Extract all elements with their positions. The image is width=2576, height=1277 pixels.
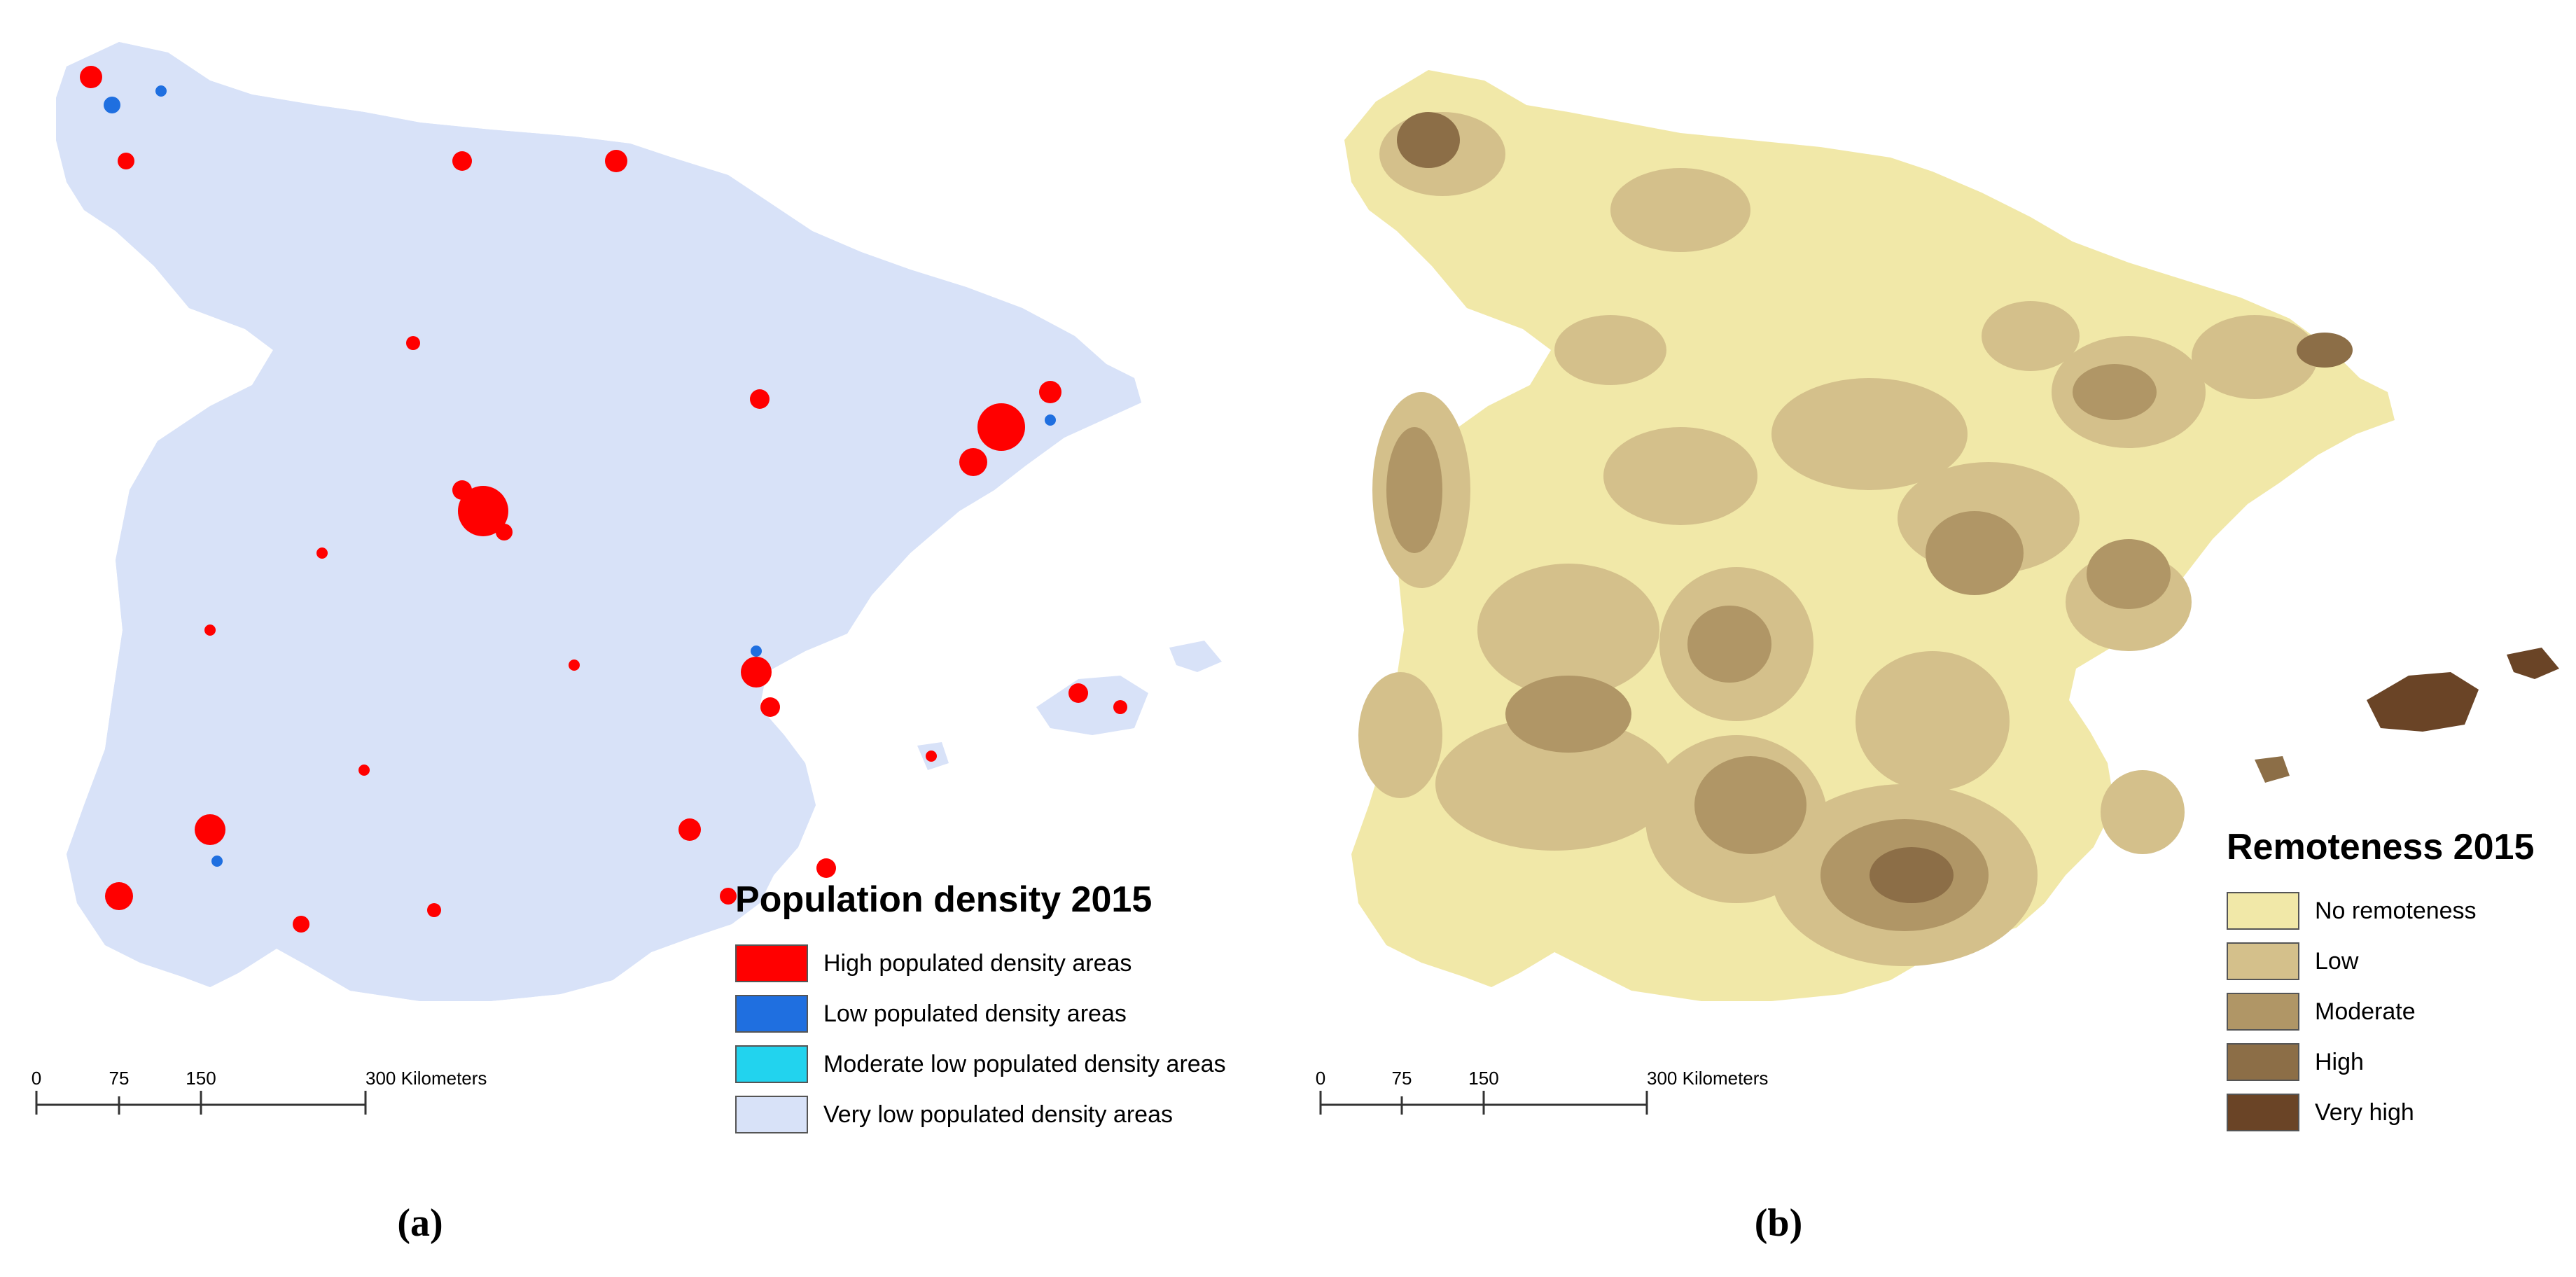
legend-title: Population density 2015	[735, 879, 1153, 920]
legend-label: Moderate	[2315, 998, 2416, 1025]
urban-clusters-a	[80, 66, 1061, 933]
legend-label: High	[2315, 1048, 2364, 1075]
legend-label: Moderate low populated density areas	[823, 1050, 1226, 1077]
legend-swatch	[735, 995, 808, 1033]
scale-tick-75: 75	[109, 1068, 130, 1089]
legend-swatch	[2227, 1094, 2299, 1131]
legend-label: No remoteness	[2315, 897, 2477, 924]
scalebar-graphic-b	[1319, 1091, 1648, 1115]
legend-item-high: High	[2227, 1040, 2534, 1084]
legend-item-very-high: Very high	[2227, 1091, 2534, 1134]
scale-tick-300: 300 Kilometers	[1647, 1068, 1769, 1089]
population-density-map	[35, 42, 1222, 1115]
scale-tick-75: 75	[1391, 1068, 1412, 1089]
legend-item-very-low: Very low populated density areas	[735, 1093, 1226, 1136]
scalebar-graphic-a	[35, 1091, 367, 1115]
legend-label: High populated density areas	[823, 949, 1132, 977]
scalebar-a: 0 75 150 300 Kilometers	[0, 1068, 532, 1096]
legend-title: Remoteness 2015	[2227, 827, 2535, 867]
legend-swatch	[2227, 993, 2299, 1031]
blue-clusters-a	[104, 85, 1056, 867]
legend-population-density: Population density 2015 High populated d…	[735, 879, 1226, 1143]
legend-item-high: High populated density areas	[735, 942, 1226, 985]
legend-swatch	[2227, 892, 2299, 930]
legend-item-moderate-low: Moderate low populated density areas	[735, 1042, 1226, 1086]
balearic-islands-b	[2255, 648, 2559, 783]
legend-item-low: Low populated density areas	[735, 992, 1226, 1035]
panel-population-density: 0 75 150 300 Kilometers Population densi…	[0, 42, 1226, 1245]
legend-swatch	[735, 944, 808, 982]
scale-tick-150: 150	[1468, 1068, 1499, 1089]
legend-swatch	[2227, 1043, 2299, 1081]
scale-tick-0: 0	[31, 1068, 42, 1089]
remoteness-high	[1397, 112, 2353, 903]
legend-label: Very low populated density areas	[823, 1101, 1173, 1128]
legend-item-no-remoteness: No remoteness	[2227, 889, 2534, 933]
legend-remoteness: Remoteness 2015 No remoteness Low Modera…	[2227, 826, 2534, 1141]
scale-tick-150: 150	[186, 1068, 216, 1089]
panel-label-b: (b)	[1754, 1201, 1803, 1245]
panel-label-a: (a)	[397, 1201, 443, 1245]
legend-item-low: Low	[2227, 940, 2534, 983]
legend-label: Very high	[2315, 1098, 2414, 1126]
scale-tick-300: 300 Kilometers	[365, 1068, 487, 1089]
legend-swatch	[2227, 942, 2299, 980]
scalebar-b: 0 75 150 300 Kilometers	[1288, 1068, 1820, 1096]
scale-tick-0: 0	[1315, 1068, 1326, 1089]
legend-swatch	[735, 1045, 808, 1083]
balearic-islands-a	[917, 641, 1222, 770]
legend-label: Low populated density areas	[823, 1000, 1127, 1027]
legend-label: Low	[2315, 947, 2359, 975]
remoteness-map	[1319, 70, 2559, 1115]
panel-remoteness: 0 75 150 300 Kilometers Remoteness 2015 …	[1288, 0, 2576, 1277]
legend-item-moderate: Moderate	[2227, 990, 2534, 1033]
peninsula-a	[56, 42, 1141, 1001]
legend-swatch	[735, 1096, 808, 1133]
